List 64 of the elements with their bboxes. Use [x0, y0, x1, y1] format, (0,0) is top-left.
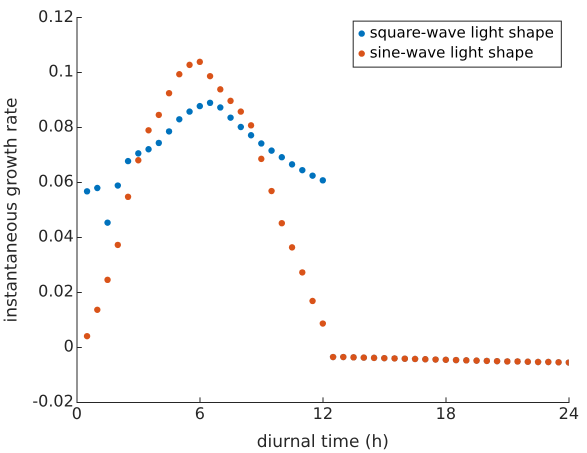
- y-tick-label: 0.1: [48, 62, 74, 81]
- point: [299, 166, 306, 174]
- point: [145, 127, 152, 134]
- point: [278, 220, 286, 226]
- point: [288, 244, 296, 251]
- point: [309, 172, 316, 179]
- point: [124, 194, 132, 200]
- point: [176, 71, 183, 78]
- x-axis-title: diurnal time (h): [256, 432, 389, 452]
- x-tick-label: 18: [436, 404, 456, 424]
- legend-label: sine-wave light shape: [370, 43, 534, 62]
- point: [268, 147, 275, 154]
- y-tick-label: -0.02: [32, 392, 74, 411]
- point: [94, 184, 100, 192]
- point: [156, 112, 162, 118]
- point: [217, 86, 224, 93]
- point: [166, 128, 172, 135]
- y-axis-title: instantaneous growth rate: [2, 97, 22, 323]
- point: [227, 98, 234, 104]
- y-tick-label: 0.08: [38, 116, 74, 136]
- point: [278, 154, 286, 160]
- point: [320, 320, 326, 327]
- point: [248, 122, 254, 129]
- point: [258, 156, 265, 162]
- x-tick-label: 12: [312, 404, 333, 424]
- point: [288, 161, 296, 168]
- point: [176, 116, 183, 122]
- point: [227, 114, 234, 121]
- y-tick-label: 0.02: [38, 282, 74, 301]
- point: [320, 177, 326, 184]
- point: [248, 132, 254, 138]
- point: [156, 140, 162, 146]
- point: [104, 219, 111, 226]
- legend-label: square-wave light shape: [370, 23, 554, 42]
- point: [84, 188, 90, 195]
- point: [186, 62, 193, 68]
- point: [309, 298, 316, 304]
- x-tick-label: 6: [194, 404, 205, 424]
- y-tick-label: 0.06: [38, 172, 74, 191]
- point: [186, 108, 193, 115]
- point: [206, 100, 214, 106]
- point: [206, 72, 214, 80]
- y-tick-label: 0: [64, 336, 74, 356]
- point: [268, 188, 275, 194]
- point: [114, 242, 121, 248]
- point: [217, 104, 224, 111]
- point: [135, 157, 142, 164]
- point: [135, 150, 142, 157]
- point: [114, 182, 121, 189]
- point: [84, 332, 90, 340]
- point: [94, 306, 100, 313]
- point: [145, 146, 152, 152]
- point: [196, 102, 204, 110]
- y-tick-label: 0.12: [38, 6, 74, 26]
- point: [104, 276, 111, 284]
- point: [124, 158, 132, 164]
- x-tick-label: 24: [558, 404, 579, 424]
- point: [196, 58, 204, 66]
- point: [238, 124, 244, 130]
- point: [238, 108, 244, 115]
- point: [166, 90, 172, 96]
- y-tick-label: 0.04: [38, 226, 74, 246]
- point: [258, 140, 265, 147]
- point: [299, 269, 306, 276]
